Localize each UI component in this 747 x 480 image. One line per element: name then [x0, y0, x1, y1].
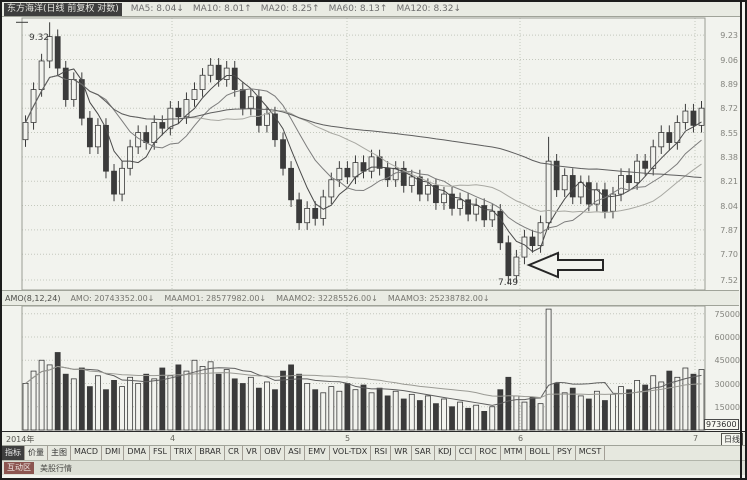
indicator-button-cci[interactable]: CCI — [456, 446, 477, 461]
indicator-button-roc[interactable]: ROC — [476, 446, 501, 461]
year-label: 2014年 — [6, 435, 35, 444]
period-selector[interactable]: 日线 — [721, 433, 743, 446]
ma-value: MA20: 8.25↑ — [260, 4, 320, 14]
volume-axis-label: 60000 — [714, 333, 740, 342]
indicator-button-sar[interactable]: SAR — [412, 446, 435, 461]
indicator-button-rsi[interactable]: RSI — [371, 446, 392, 461]
volume-bars — [22, 308, 705, 431]
amo-value: AMO: 20743352.00↓ — [70, 293, 155, 303]
low-price-label: 7.49 — [498, 278, 519, 288]
ma-value: MA120: 8.32↓ — [396, 4, 462, 14]
pane-borders — [21, 17, 706, 431]
indicator-button-cr[interactable]: CR — [225, 446, 244, 461]
price-axis-label: 8.21 — [720, 177, 738, 187]
indicator-button-obv[interactable]: OBV — [261, 446, 286, 461]
volume-ma-lines — [25, 365, 702, 406]
price-axis-label: 8.55 — [720, 128, 738, 138]
indicator-button-kdj[interactable]: KDJ — [435, 446, 456, 461]
volume-current-tag: 973600 — [704, 419, 739, 430]
chart-header: 东方海洋(日线 前复权 对数) MA5: 8.04↓ MA10: 8.01↑ MA2… — [2, 2, 741, 17]
annotations — [526, 251, 604, 279]
price-axis-label: 7.52 — [720, 275, 738, 285]
month-label: 4 — [170, 434, 176, 443]
ma-value: MA60: 8.13↑ — [328, 4, 388, 14]
ma-values: MA5: 8.04↓ MA10: 8.01↑ MA20: 8.25↑ MA60: 8.… — [131, 4, 461, 14]
ma-value: MA10: 8.01↑ — [192, 4, 252, 14]
volume-axis-label: 15000 — [714, 402, 740, 412]
arrow-annotation — [526, 251, 604, 279]
indicator-button-wr[interactable]: WR — [391, 446, 412, 461]
price-axis-label: 8.72 — [720, 104, 738, 114]
toolbar-tab-0[interactable]: 指标 — [2, 446, 25, 461]
indicator-button-fsl[interactable]: FSL — [150, 446, 171, 461]
volume-axis-label: 45000 — [714, 356, 740, 366]
candles-layer — [22, 22, 705, 285]
toolbar-tab-2[interactable]: 主图 — [48, 446, 71, 461]
price-axis-label: 8.38 — [720, 152, 738, 162]
indicator-button-vr[interactable]: VR — [243, 446, 262, 461]
month-label: 5 — [345, 434, 351, 443]
price-axis-label: 7.70 — [720, 250, 738, 260]
month-label: 7 — [693, 434, 699, 443]
amo-indicator-header: AMO(8,12,24) AMO: 20743352.00↓ MAAMO1: 28… — [2, 290, 739, 306]
indicator-button-mcst[interactable]: MCST — [576, 446, 606, 461]
high-price-label: 9.32 — [29, 33, 50, 43]
status-bar: 互动区 美股行情 — [2, 460, 745, 475]
indicator-button-asi[interactable]: ASI — [285, 446, 306, 461]
ma-value: MA5: 8.04↓ — [130, 4, 184, 14]
indicator-button-macd[interactable]: MACD — [71, 446, 102, 461]
volume-axis-label: 30000 — [714, 379, 740, 389]
indicator-button-trix[interactable]: TRIX — [171, 446, 197, 461]
amo-value: MAAMO3: 25238782.00↓ — [387, 293, 490, 303]
indicator-button-mtm[interactable]: MTM — [501, 446, 527, 461]
amo-value: MAAMO1: 28577982.00↓ — [164, 293, 267, 303]
indicator-button-brar[interactable]: BRAR — [196, 446, 226, 461]
frame-right-edge — [740, 2, 742, 478]
volume-axis-label: 75000 — [714, 309, 740, 319]
price-ma-lines — [25, 68, 702, 253]
amo-value: MAAMO2: 32285526.00↓ — [276, 293, 378, 303]
indicator-button-psy[interactable]: PSY — [554, 446, 576, 461]
indicator-button-boll[interactable]: BOLL — [526, 446, 554, 461]
toolbar-tab-1[interactable]: 价量 — [25, 446, 48, 461]
price-axis-label: 9.23 — [720, 31, 738, 41]
month-label: 6 — [518, 434, 524, 443]
indicator-button-dmi[interactable]: DMI — [102, 446, 125, 461]
indicator-toolbar: 指标 价量 主图 MACD DMI DMA FSL TRIX BRAR CR VR OBV ASI EMV… — [2, 445, 745, 461]
gridlines — [22, 18, 705, 430]
date-axis: 2014年 4 5 6 7 日线 — [2, 431, 745, 446]
symbol-title[interactable]: 东方海洋(日线 前复权 对数) — [4, 2, 122, 16]
indicator-button-vol-tdx[interactable]: VOL-TDX — [330, 446, 372, 461]
amo-title[interactable]: AMO(8,12,24) — [5, 293, 61, 303]
price-axis-label: 7.87 — [720, 225, 738, 235]
status-item-1[interactable]: 美股行情 — [40, 463, 72, 473]
price-axis-label: 8.04 — [720, 201, 738, 211]
indicator-button-dma[interactable]: DMA — [124, 446, 150, 461]
status-item-0[interactable]: 互动区 — [4, 462, 34, 474]
amo-values: AMO: 20743352.00↓ MAAMO1: 28577982.00↓ MAA… — [70, 294, 489, 303]
price-axis-label: 8.89 — [720, 79, 738, 89]
indicator-button-emv[interactable]: EMV — [305, 446, 330, 461]
price-axis-label: 9.06 — [720, 55, 738, 65]
